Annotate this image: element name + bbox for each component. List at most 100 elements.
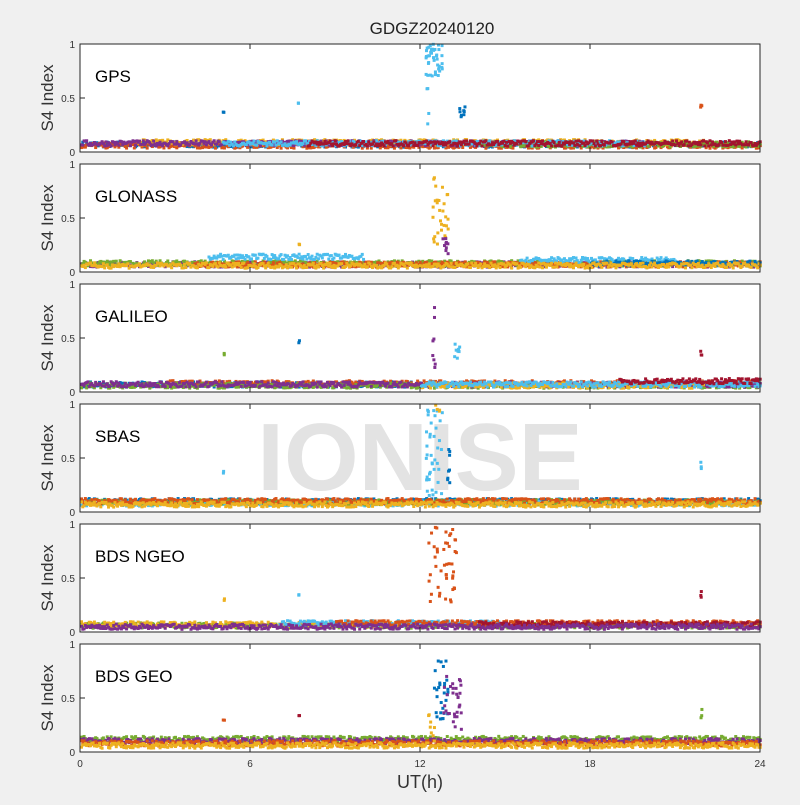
baseline-point	[237, 257, 240, 260]
baseline-point	[183, 260, 186, 263]
spike-point	[441, 67, 444, 70]
baseline-point	[233, 254, 236, 257]
baseline-point	[169, 263, 172, 266]
baseline-point	[213, 139, 216, 142]
baseline-point	[737, 142, 740, 145]
baseline-point	[296, 256, 299, 259]
baseline-point	[511, 147, 514, 150]
baseline-point	[170, 266, 173, 269]
baseline-point	[402, 144, 405, 147]
baseline-point	[198, 147, 201, 150]
spike-point	[432, 56, 435, 59]
baseline-point	[276, 262, 279, 265]
baseline-point	[304, 139, 307, 142]
baseline-point	[416, 144, 419, 147]
baseline-point	[683, 143, 686, 146]
baseline-point	[179, 264, 182, 267]
spike-point	[434, 70, 437, 73]
baseline-point	[670, 143, 673, 146]
baseline-point	[182, 266, 185, 269]
baseline-point	[305, 266, 308, 269]
baseline-point	[175, 259, 178, 262]
baseline-point	[332, 142, 335, 145]
baseline-point	[92, 264, 95, 267]
baseline-point	[304, 255, 307, 258]
baseline-point	[143, 260, 146, 263]
baseline-point	[188, 143, 191, 146]
baseline-point	[430, 259, 433, 262]
baseline-point	[119, 259, 122, 262]
baseline-point	[634, 139, 637, 142]
baseline-point	[265, 255, 268, 258]
baseline-point	[515, 143, 518, 146]
baseline-point	[465, 139, 468, 142]
baseline-point	[129, 144, 132, 147]
spike-point	[430, 52, 433, 55]
baseline-point	[343, 143, 346, 146]
spike-point	[462, 109, 465, 112]
baseline-point	[620, 142, 623, 145]
baseline-point	[430, 141, 433, 144]
baseline-point	[104, 140, 107, 143]
baseline-point	[250, 257, 253, 260]
baseline-point	[591, 139, 594, 142]
baseline-point	[549, 259, 552, 262]
baseline-point	[736, 140, 739, 143]
baseline-point	[734, 143, 737, 146]
baseline-point	[321, 264, 324, 267]
baseline-point	[537, 144, 540, 147]
baseline-point	[611, 141, 614, 144]
baseline-point	[419, 261, 422, 264]
spike-point	[436, 58, 439, 61]
baseline-point	[347, 139, 350, 142]
baseline-point	[317, 257, 320, 260]
spike-point	[297, 102, 300, 105]
baseline-point	[166, 259, 169, 262]
baseline-point	[493, 260, 496, 263]
baseline-point	[486, 261, 489, 264]
baseline-point	[262, 253, 265, 256]
baseline-point	[560, 144, 563, 147]
baseline-point	[481, 145, 484, 148]
baseline-point	[743, 143, 746, 146]
baseline-point	[540, 142, 543, 145]
baseline-point	[550, 256, 553, 259]
baseline-point	[524, 140, 527, 143]
baseline-point	[316, 253, 319, 256]
baseline-point	[575, 140, 578, 143]
baseline-point	[594, 145, 597, 148]
baseline-point	[430, 262, 433, 265]
spike-point	[433, 59, 436, 62]
y-axis-label: S4 Index	[38, 64, 57, 132]
baseline-point	[484, 139, 487, 142]
baseline-point	[745, 140, 748, 143]
spike-point	[458, 107, 461, 110]
spike-point	[431, 74, 434, 77]
baseline-point	[211, 265, 214, 268]
baseline-point	[432, 144, 435, 147]
spike-point	[463, 105, 466, 108]
axes-background	[80, 164, 760, 272]
baseline-point	[294, 259, 297, 262]
baseline-point	[699, 143, 702, 146]
baseline-point	[302, 258, 305, 261]
baseline-point	[314, 267, 317, 270]
baseline-point	[134, 144, 137, 147]
baseline-point	[210, 143, 213, 146]
baseline-point	[263, 257, 266, 260]
baseline-point	[183, 263, 186, 266]
baseline-point	[383, 144, 386, 147]
spike-point	[425, 49, 428, 52]
baseline-point	[227, 254, 230, 257]
baseline-point	[378, 261, 381, 264]
baseline-point	[272, 261, 275, 264]
baseline-point	[112, 260, 115, 263]
baseline-point	[468, 143, 471, 146]
baseline-point	[441, 141, 444, 144]
baseline-point	[151, 143, 154, 146]
baseline-point	[161, 139, 164, 142]
baseline-point	[326, 253, 329, 256]
baseline-point	[327, 265, 330, 268]
baseline-point	[584, 144, 587, 147]
